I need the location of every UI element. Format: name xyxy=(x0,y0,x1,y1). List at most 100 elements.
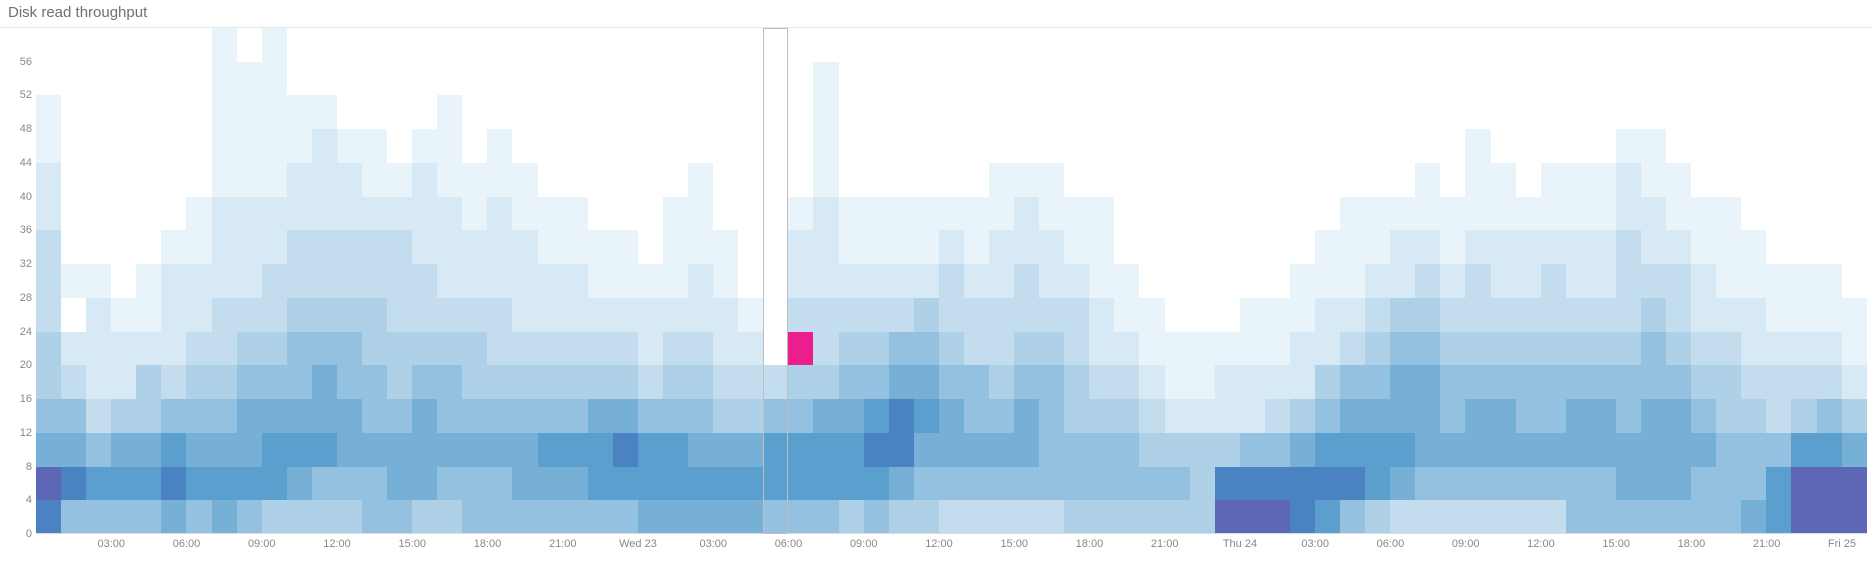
heatmap-cell xyxy=(563,500,588,534)
heatmap-col[interactable] xyxy=(512,28,537,534)
heatmap-cell xyxy=(1641,95,1666,129)
heatmap-col[interactable] xyxy=(939,28,964,534)
heatmap-col[interactable] xyxy=(738,28,763,534)
heatmap-col[interactable] xyxy=(61,28,86,534)
heatmap-col[interactable] xyxy=(1265,28,1290,534)
heatmap-col[interactable] xyxy=(864,28,889,534)
heatmap-col[interactable] xyxy=(588,28,613,534)
heatmap-cell xyxy=(1064,230,1089,264)
heatmap-col[interactable] xyxy=(1791,28,1816,534)
heatmap-col[interactable] xyxy=(763,28,788,534)
heatmap-col[interactable] xyxy=(312,28,337,534)
heatmap-col[interactable] xyxy=(462,28,487,534)
heatmap-col[interactable] xyxy=(1014,28,1039,534)
heatmap-cell xyxy=(136,129,161,163)
heatmap-col[interactable] xyxy=(111,28,136,534)
heatmap-col[interactable] xyxy=(1114,28,1139,534)
heatmap-col[interactable] xyxy=(1064,28,1089,534)
heatmap-col[interactable] xyxy=(613,28,638,534)
heatmap-col[interactable] xyxy=(964,28,989,534)
heatmap-col[interactable] xyxy=(788,28,813,534)
heatmap-col[interactable] xyxy=(889,28,914,534)
heatmap-col[interactable] xyxy=(487,28,512,534)
heatmap-col[interactable] xyxy=(1666,28,1691,534)
heatmap-cell xyxy=(1064,62,1089,96)
heatmap-col[interactable] xyxy=(136,28,161,534)
heatmap-col[interactable] xyxy=(813,28,838,534)
heatmap-col[interactable] xyxy=(1365,28,1390,534)
heatmap-col[interactable] xyxy=(1516,28,1541,534)
heatmap-col[interactable] xyxy=(663,28,688,534)
heatmap-col[interactable] xyxy=(1440,28,1465,534)
heatmap-cell xyxy=(387,163,412,197)
heatmap-col[interactable] xyxy=(1766,28,1791,534)
heatmap-col[interactable] xyxy=(1340,28,1365,534)
heatmap-cell xyxy=(1265,500,1290,534)
heatmap-cell xyxy=(688,500,713,534)
heatmap-col[interactable] xyxy=(1641,28,1666,534)
heatmap-col[interactable] xyxy=(1691,28,1716,534)
heatmap-cell xyxy=(1440,433,1465,467)
heatmap-col[interactable] xyxy=(1089,28,1114,534)
heatmap-chart[interactable]: 048121620242832364044485256 03:0006:0009… xyxy=(0,28,1873,558)
heatmap-col[interactable] xyxy=(287,28,312,534)
heatmap-col[interactable] xyxy=(1817,28,1842,534)
heatmap-cell xyxy=(212,264,237,298)
heatmap-col[interactable] xyxy=(1591,28,1616,534)
heatmap-cell xyxy=(86,62,111,96)
heatmap-cell xyxy=(638,433,663,467)
heatmap-cell xyxy=(186,433,211,467)
heatmap-col[interactable] xyxy=(1541,28,1566,534)
heatmap-col[interactable] xyxy=(262,28,287,534)
heatmap-col[interactable] xyxy=(212,28,237,534)
heatmap-col[interactable] xyxy=(1190,28,1215,534)
heatmap-col[interactable] xyxy=(412,28,437,534)
heatmap-col[interactable] xyxy=(563,28,588,534)
y-tick: 44 xyxy=(20,157,32,169)
heatmap-col[interactable] xyxy=(1415,28,1440,534)
heatmap-col[interactable] xyxy=(538,28,563,534)
heatmap-cell xyxy=(1666,365,1691,399)
heatmap-col[interactable] xyxy=(839,28,864,534)
heatmap-col[interactable] xyxy=(337,28,362,534)
heatmap-col[interactable] xyxy=(1039,28,1064,534)
heatmap-cell xyxy=(1139,298,1164,332)
heatmap-col[interactable] xyxy=(1290,28,1315,534)
heatmap-col[interactable] xyxy=(1741,28,1766,534)
heatmap-col[interactable] xyxy=(362,28,387,534)
heatmap-col[interactable] xyxy=(1842,28,1867,534)
heatmap-col[interactable] xyxy=(1465,28,1490,534)
heatmap-col[interactable] xyxy=(1165,28,1190,534)
heatmap-col[interactable] xyxy=(989,28,1014,534)
heatmap-cell xyxy=(763,433,788,467)
heatmap-cell xyxy=(337,95,362,129)
heatmap-col[interactable] xyxy=(638,28,663,534)
heatmap-col[interactable] xyxy=(713,28,738,534)
heatmap-cell xyxy=(1716,230,1741,264)
heatmap-cell xyxy=(287,298,312,332)
heatmap-col[interactable] xyxy=(1215,28,1240,534)
heatmap-cell xyxy=(964,129,989,163)
heatmap-cell xyxy=(989,28,1014,62)
heatmap-col[interactable] xyxy=(186,28,211,534)
heatmap-col[interactable] xyxy=(1240,28,1265,534)
heatmap-col[interactable] xyxy=(161,28,186,534)
heatmap-col[interactable] xyxy=(688,28,713,534)
heatmap-col[interactable] xyxy=(387,28,412,534)
heatmap-col[interactable] xyxy=(86,28,111,534)
heatmap-col[interactable] xyxy=(1390,28,1415,534)
heatmap-col[interactable] xyxy=(1139,28,1164,534)
heatmap-col[interactable] xyxy=(36,28,61,534)
heatmap-col[interactable] xyxy=(1616,28,1641,534)
heatmap-col[interactable] xyxy=(914,28,939,534)
heatmap-cell xyxy=(512,332,537,366)
heatmap-col[interactable] xyxy=(1716,28,1741,534)
heatmap-col[interactable] xyxy=(1491,28,1516,534)
heatmap-cell xyxy=(1039,163,1064,197)
heatmap-cell xyxy=(186,399,211,433)
heatmap-col[interactable] xyxy=(1566,28,1591,534)
plot-area[interactable] xyxy=(36,28,1867,534)
heatmap-col[interactable] xyxy=(437,28,462,534)
heatmap-col[interactable] xyxy=(237,28,262,534)
heatmap-col[interactable] xyxy=(1315,28,1340,534)
